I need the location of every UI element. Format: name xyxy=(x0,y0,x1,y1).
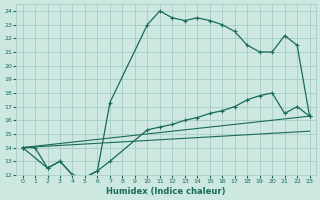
X-axis label: Humidex (Indice chaleur): Humidex (Indice chaleur) xyxy=(106,187,226,196)
